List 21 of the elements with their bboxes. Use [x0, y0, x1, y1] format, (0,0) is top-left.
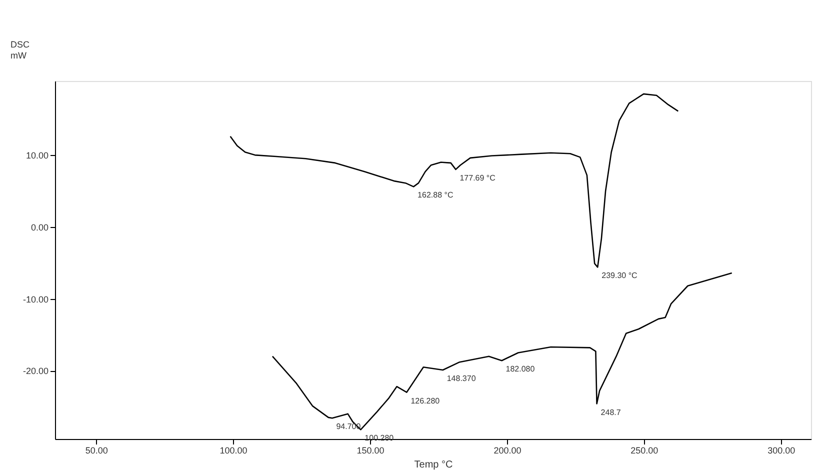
annotation: 239.30 °C	[602, 271, 638, 280]
annotation: 148.370	[446, 374, 476, 383]
annotation: 248.7	[600, 408, 622, 417]
x-axis-title: Temp °C	[414, 460, 453, 470]
y-tick-label: 0.00	[30, 222, 48, 232]
line-series	[230, 93, 679, 268]
x-tick-label: 300.00	[768, 446, 796, 456]
annotation: 177.69 °C	[460, 173, 496, 182]
x-tick-label: 100.00	[220, 446, 248, 456]
y-tick-label: -10.00	[22, 294, 48, 304]
x-tick-label: 250.00	[630, 446, 658, 456]
x-tick-label: 200.00	[494, 446, 522, 456]
annotation: 126.280	[410, 396, 440, 406]
x-tick-label: 150.00	[356, 446, 384, 456]
y-tick-label: -20.00	[22, 366, 48, 376]
annotation: 162.88 °C	[418, 190, 454, 200]
y-tick-label: 10.00	[26, 150, 48, 161]
line-series	[272, 272, 732, 430]
y-axis-title: DSC mW	[10, 40, 30, 60]
x-tick-label: 50.00	[85, 446, 108, 456]
annotation: 182.080	[506, 364, 536, 374]
